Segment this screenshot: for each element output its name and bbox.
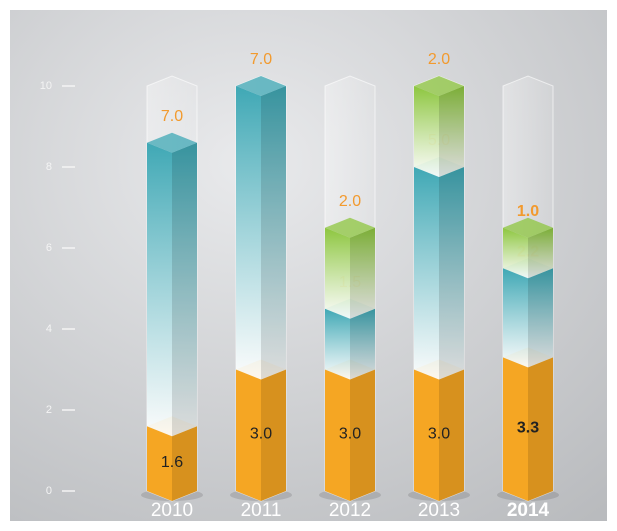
bar-top-face (325, 217, 375, 238)
bar-segment (414, 359, 464, 501)
bar-left-face (325, 369, 350, 501)
bar-right-face (172, 426, 197, 501)
bar-right-shade (528, 227, 553, 279)
value-label: 7.0 (250, 51, 272, 68)
bar-top-face (147, 132, 197, 153)
bar-right-shade (350, 308, 375, 380)
bar-right-shade (261, 86, 286, 380)
bar-right-shade (528, 357, 553, 501)
bar-right-shade (439, 369, 464, 501)
bar-right-face (172, 142, 197, 437)
x-tick-label: 2011 (241, 500, 282, 521)
x-tick-label: 2013 (418, 500, 460, 521)
x-tick-label: 2012 (329, 500, 371, 521)
bar-left-face (414, 167, 439, 380)
bar-right-face (261, 86, 286, 380)
bar-right-shade (172, 142, 197, 437)
bar-right-shade (172, 426, 197, 501)
value-label: 2.0 (339, 193, 361, 210)
bar-left-face (325, 227, 350, 319)
bar-segment (503, 217, 553, 279)
bar-segment (414, 157, 464, 380)
y-tick-label: 10 (40, 80, 52, 92)
bar-right-face (528, 227, 553, 279)
value-label: 3.0 (339, 425, 361, 442)
bar-left-face (503, 227, 528, 279)
bar-segment (503, 258, 553, 368)
bar-segment (147, 132, 197, 437)
bar-segment (325, 217, 375, 319)
bar-right-face (261, 369, 286, 501)
y-tick-label: 2 (46, 404, 52, 416)
y-tick-label: 0 (46, 485, 52, 497)
bar-left-face (414, 369, 439, 501)
bar-right-face (439, 167, 464, 380)
value-label: 3.0 (250, 425, 272, 442)
bar-right-shade (439, 167, 464, 380)
bar-right-shade (528, 268, 553, 368)
value-label: 1.0 (517, 203, 539, 220)
bar-segment (414, 76, 464, 177)
bar-left-face (414, 86, 439, 177)
bar-right-face (350, 227, 375, 319)
bar-right-shade (350, 369, 375, 501)
bar-left-face (147, 426, 172, 501)
bar-right-face (439, 369, 464, 501)
x-tick-label: 2010 (151, 500, 193, 521)
value-label: 2.0 (428, 51, 450, 68)
bar-right-face (528, 357, 553, 501)
y-tick-label: 6 (46, 242, 52, 254)
y-tick-label: 8 (46, 161, 52, 173)
bar-right-face (350, 308, 375, 380)
value-label: 7.0 (161, 108, 183, 125)
bar-left-face (236, 369, 261, 501)
bar-segment (236, 76, 286, 380)
bar-top-face (503, 217, 553, 238)
bar-right-face (350, 369, 375, 501)
bar-top-face (414, 76, 464, 96)
bar-top-face (236, 76, 286, 96)
bar-left-face (325, 308, 350, 380)
bar-left-face (147, 142, 172, 437)
bar-right-shade (350, 227, 375, 319)
value-label: 3.3 (517, 419, 539, 436)
bar-left-face (236, 86, 261, 380)
y-tick-label: 4 (46, 323, 52, 335)
bar-right-face (439, 86, 464, 177)
value-label: 1.6 (161, 454, 183, 471)
bar-left-face (503, 268, 528, 368)
bar-right-shade (261, 369, 286, 501)
bar-left-face (503, 357, 528, 501)
bar-right-shade (439, 86, 464, 177)
x-tick-label: 2014 (507, 500, 550, 521)
value-label: 3.0 (428, 425, 450, 442)
bar-right-face (528, 268, 553, 368)
